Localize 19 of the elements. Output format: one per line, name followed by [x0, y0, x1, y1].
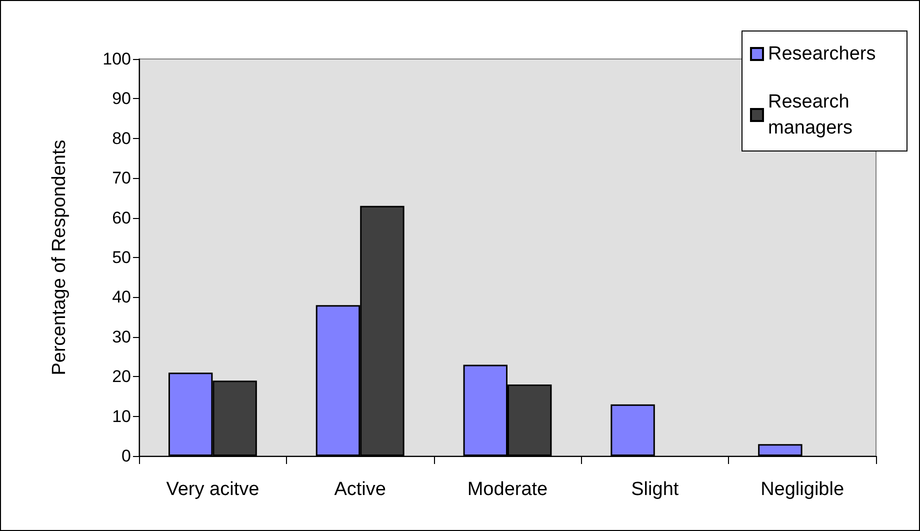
x-tick-label: Very acitve — [166, 479, 260, 500]
y-tick-label: 20 — [112, 367, 131, 386]
legend-label: Researchers — [768, 44, 876, 64]
y-axis-title: Percentage of Respondents — [49, 140, 70, 376]
y-tick-label: 60 — [112, 208, 131, 228]
y-tick-label: 50 — [112, 248, 131, 267]
y-tick-label: 90 — [112, 89, 131, 108]
y-tick-label: 10 — [112, 406, 131, 426]
x-tick-label: Negligible — [760, 479, 844, 500]
x-tick-label: Active — [334, 479, 386, 500]
y-tick-label: 100 — [102, 50, 131, 68]
y-tick-label: 70 — [112, 168, 131, 188]
y-tick-label: 80 — [112, 128, 131, 148]
legend-label: Research managers — [768, 92, 855, 138]
y-tick-label: 30 — [112, 327, 131, 346]
y-tick-label: 0 — [122, 446, 131, 466]
y-tick-label: 40 — [112, 288, 131, 307]
x-tick-label: Moderate — [467, 479, 548, 500]
x-tick-label: Slight — [631, 479, 680, 500]
